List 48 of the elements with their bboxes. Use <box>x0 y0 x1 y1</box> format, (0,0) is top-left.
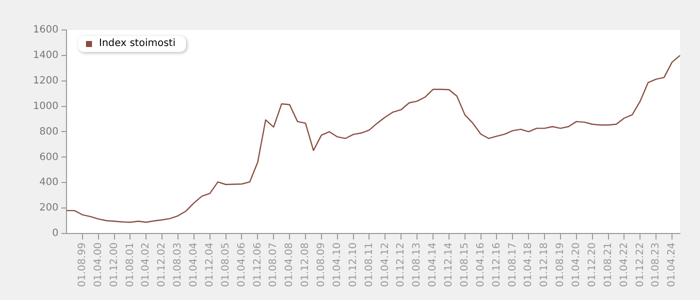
x-tick-label: 01.12.04 <box>204 242 216 287</box>
x-tick-label: 01.04.24 <box>666 242 678 287</box>
x-tick-label: 01.04.16 <box>475 242 486 287</box>
x-tick-label: 01.12.14 <box>444 242 455 287</box>
x-tick-label: 01.04.12 <box>380 242 391 287</box>
x-tick-label: 01.12.06 <box>252 242 264 287</box>
legend-label: Index stoimosti <box>99 38 176 49</box>
x-tick-label: 01.04.08 <box>284 242 296 287</box>
x-tick-label: 01.04.06 <box>236 242 248 287</box>
y-tick-label: 1400 <box>32 50 58 62</box>
x-tick-label: 01.08.11 <box>364 242 375 287</box>
x-tick-label: 01.12.18 <box>539 242 550 287</box>
x-tick-label: 01.12.16 <box>491 242 502 287</box>
x-tick-label: 01.08.09 <box>316 242 328 287</box>
x-tick-label: 01.12.22 <box>634 242 646 287</box>
x-tick-label: 01.08.23 <box>650 242 662 287</box>
x-tick-label: 01.08.05 <box>220 242 232 287</box>
y-tick-label: 800 <box>39 126 58 138</box>
x-tick-label: 01.04.04 <box>188 242 200 287</box>
x-tick-label: 01.04.00 <box>92 242 104 287</box>
x-tick-label: 01.04.10 <box>332 242 343 287</box>
x-tick-label: 01.12.08 <box>300 242 312 287</box>
x-tick-label: 01.12.10 <box>348 242 359 287</box>
x-tick-label: 01.12.02 <box>156 242 168 287</box>
x-tick-label: 01.04.02 <box>140 242 152 287</box>
y-tick-label: 200 <box>39 202 58 214</box>
x-tick-label: 01.08.01 <box>124 242 136 287</box>
x-tick-label: 01.08.13 <box>412 242 423 287</box>
x-tick-label: 01.08.15 <box>459 242 470 287</box>
x-tick-label: 01.12.12 <box>396 242 407 287</box>
y-tick-label: 400 <box>39 177 58 188</box>
y-tick-label: 0 <box>52 228 58 240</box>
x-tick-label: 01.08.21 <box>602 242 614 287</box>
x-tick-label: 01.08.19 <box>555 242 566 287</box>
x-tick-label: 01.04.18 <box>523 242 534 287</box>
x-tick-label: 01.08.17 <box>507 242 518 287</box>
y-tick-label: 600 <box>39 152 58 163</box>
x-tick-label: 01.08.03 <box>172 242 184 287</box>
x-tick-label: 01.04.14 <box>428 242 439 287</box>
x-tick-label: 01.12.00 <box>108 242 120 287</box>
y-tick-label: 1000 <box>32 100 58 112</box>
y-tick-label: 1200 <box>32 75 58 86</box>
x-tick-label: 01.08.99 <box>76 242 88 287</box>
x-tick-label: 01.04.22 <box>618 242 630 287</box>
x-tick-label: 01.04.20 <box>571 242 582 287</box>
y-tick-label: 1600 <box>32 24 58 36</box>
x-tick-label: 01.12.20 <box>586 242 598 287</box>
x-tick-label: 01.08.07 <box>268 242 280 287</box>
